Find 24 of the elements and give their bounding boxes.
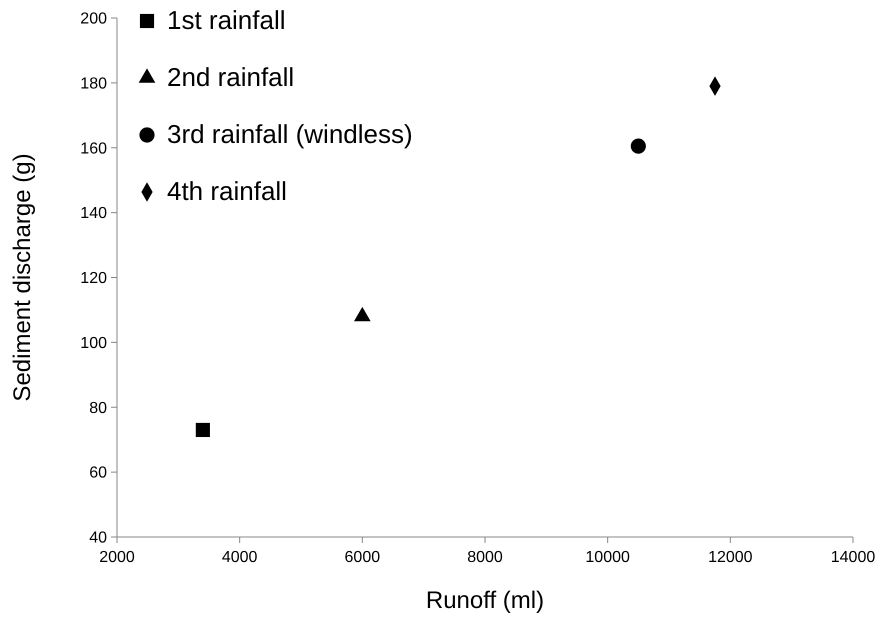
point <box>196 422 210 438</box>
legend-label: 4th rainfall <box>167 176 287 206</box>
y-tick-label: 180 <box>80 75 108 92</box>
y-axis-title: Sediment discharge (g) <box>9 153 36 402</box>
x-tick-label: 8000 <box>467 549 503 566</box>
y-tick-label: 80 <box>89 400 108 417</box>
legend-label: 1st rainfall <box>167 5 286 36</box>
x-tick-label: 4000 <box>222 549 258 566</box>
y-tick-label: 120 <box>80 270 108 288</box>
legend-label: 2nd rainfall <box>167 62 294 92</box>
x-tick-label: 2000 <box>99 549 135 566</box>
legend-label: 3rd rainfall (windless) <box>167 119 413 150</box>
y-tick-label: 160 <box>80 140 108 158</box>
x-tick-label: 12000 <box>708 549 753 566</box>
x-tick-label: 10000 <box>585 549 630 566</box>
x-axis-title: Runoff (ml) <box>426 587 544 614</box>
y-tick-label: 200 <box>80 10 108 28</box>
y-tick-label: 140 <box>80 205 108 222</box>
y-tick-label: 40 <box>89 530 108 547</box>
point <box>630 138 646 154</box>
y-tick-label: 100 <box>80 334 108 352</box>
x-tick-label: 14000 <box>830 549 876 566</box>
x-tick-label: 6000 <box>344 549 380 566</box>
y-tick-label: 60 <box>89 464 108 482</box>
